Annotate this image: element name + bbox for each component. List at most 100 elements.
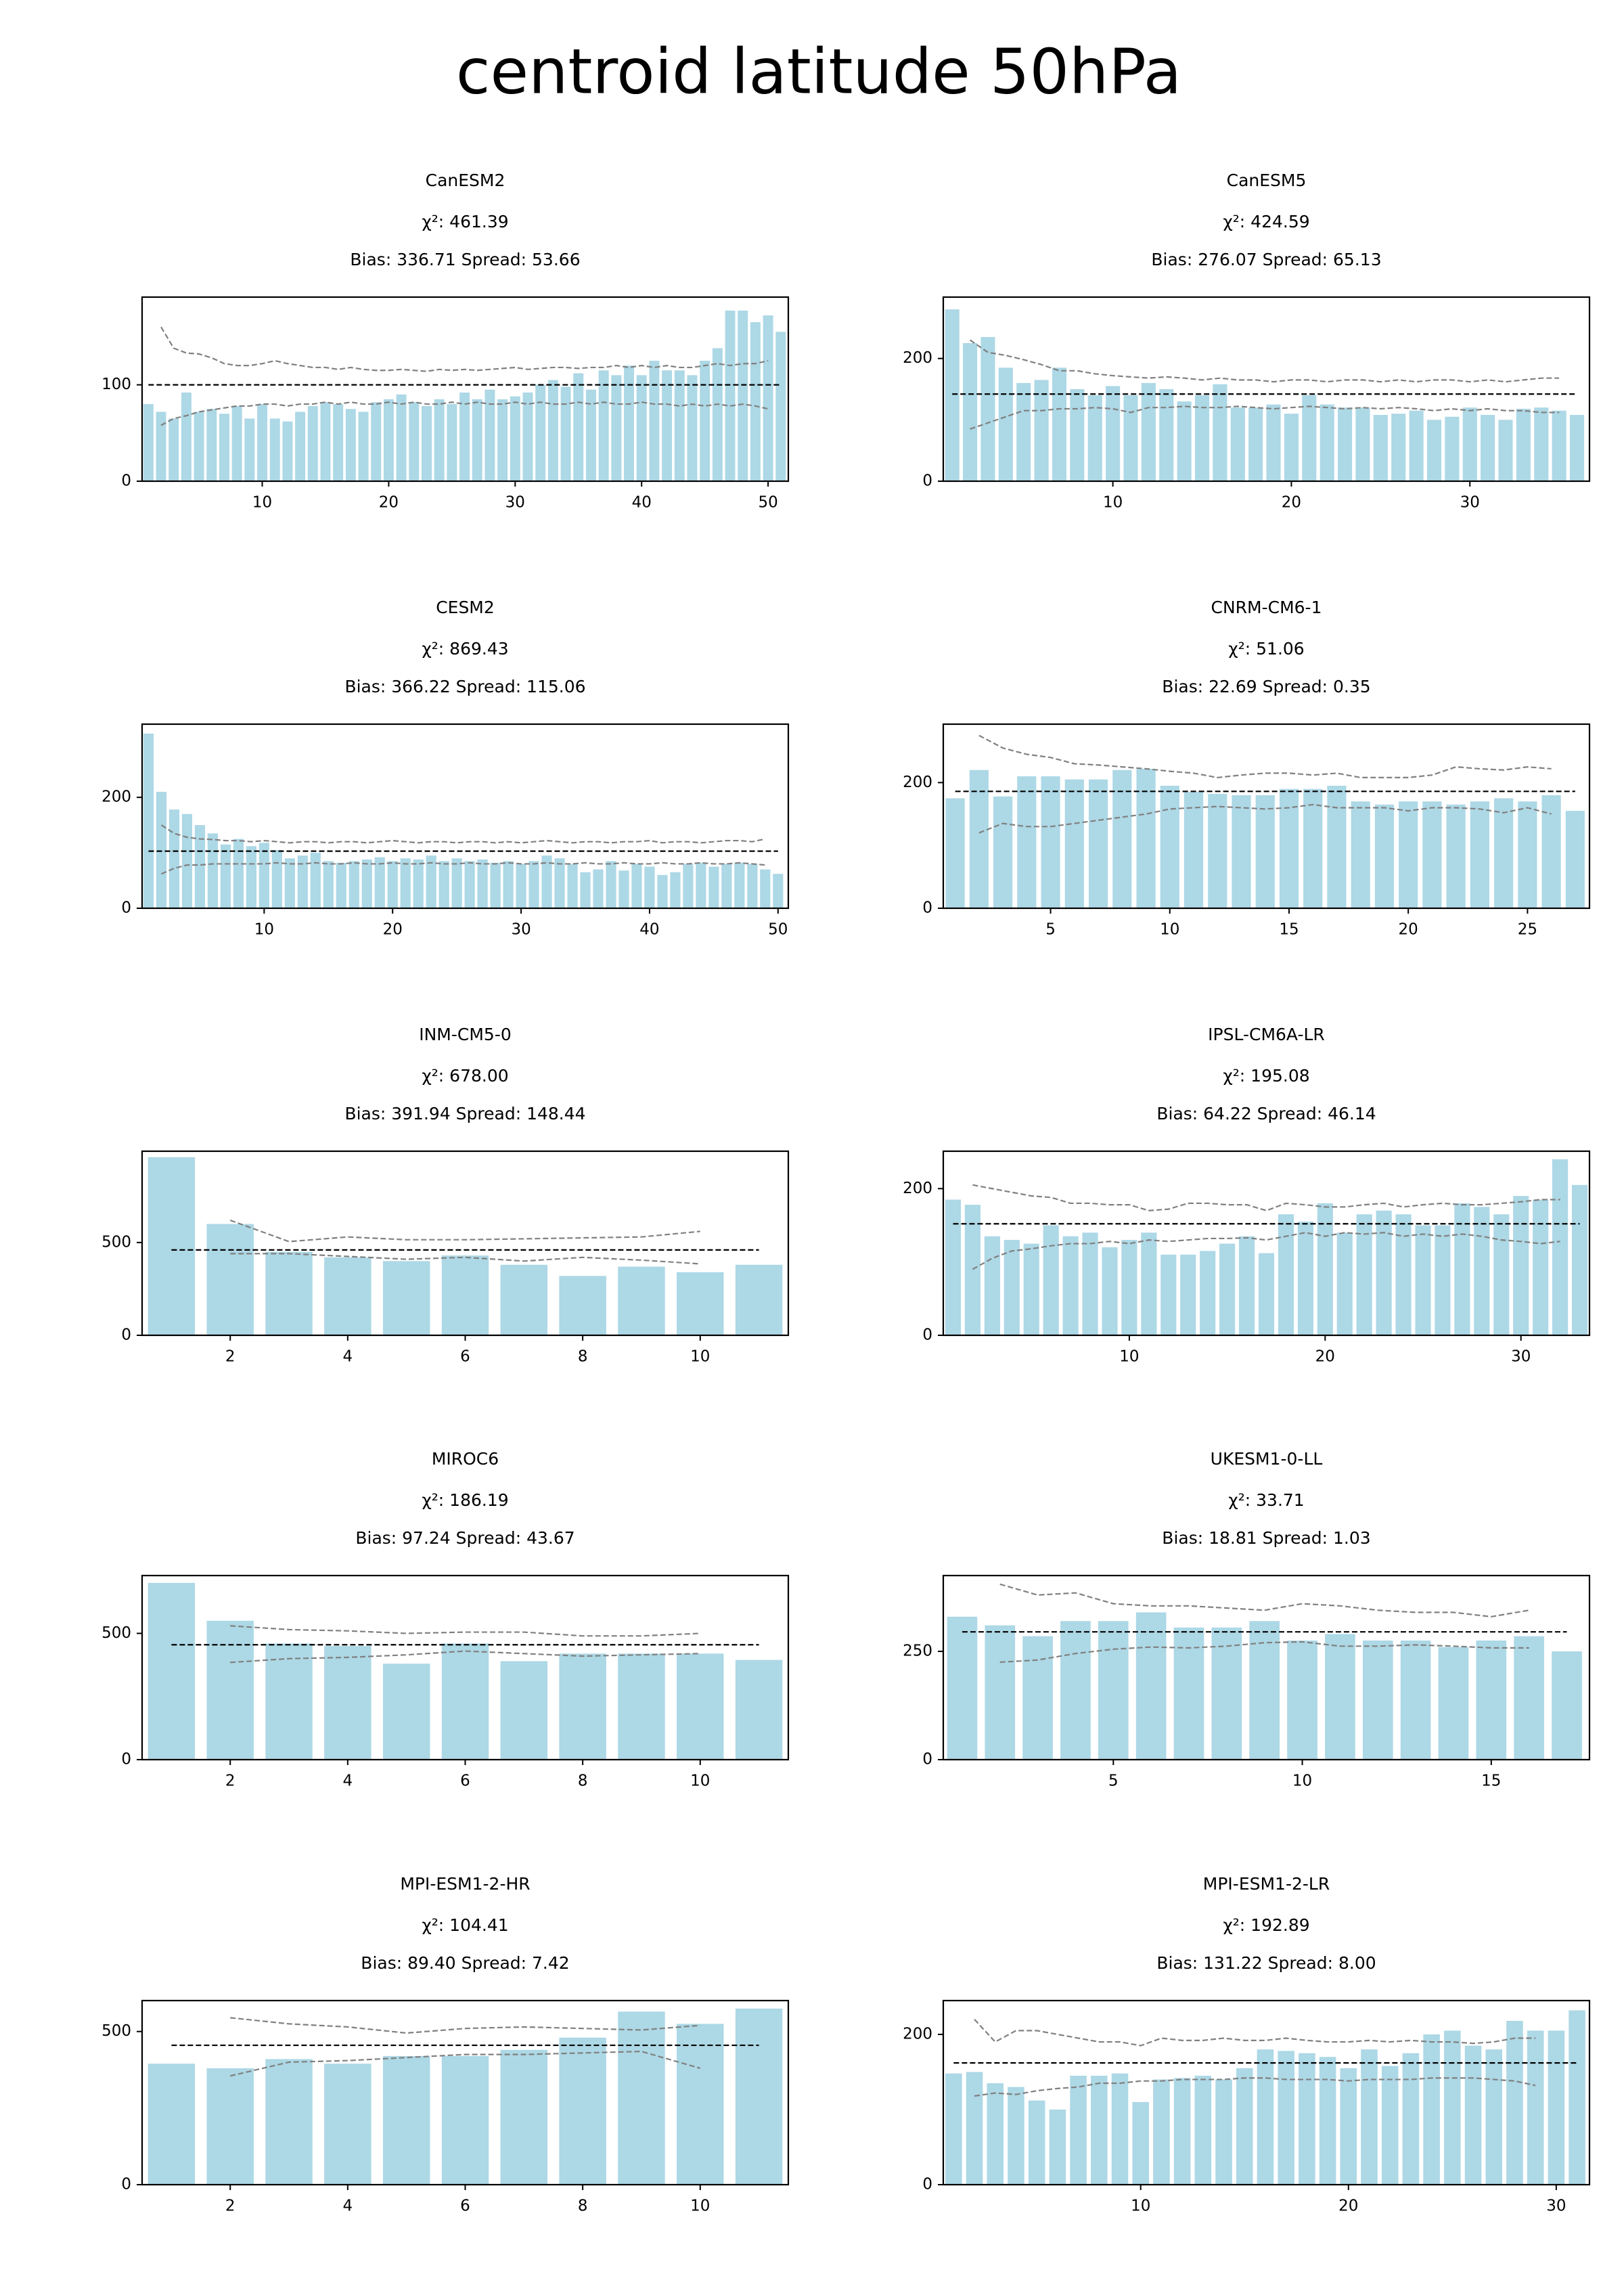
bar xyxy=(1177,401,1192,481)
bar xyxy=(1034,380,1049,481)
bar xyxy=(735,2008,783,2185)
bar xyxy=(451,858,462,908)
subplot-title: CESM2 xyxy=(436,598,495,617)
lower-line xyxy=(161,862,765,875)
subplot-subtitle: Bias: 336.71 Spread: 53.66 xyxy=(350,250,580,269)
bar xyxy=(1088,779,1108,908)
subplot-subtitle: Bias: 366.22 Spread: 115.06 xyxy=(344,677,585,696)
bar xyxy=(674,370,685,481)
bar xyxy=(148,2064,196,2185)
subplot-subtitle: χ²: 195.08 xyxy=(1223,1066,1309,1086)
bar xyxy=(1183,792,1204,908)
subplot-subtitle: Bias: 97.24 Spread: 43.67 xyxy=(355,1528,574,1548)
bar xyxy=(1153,2079,1170,2185)
bar xyxy=(712,348,723,481)
subplot: MPI-ESM1-2-LR χ²: 192.89 Bias: 131.22 Spre… xyxy=(903,1874,1591,2215)
bar xyxy=(1381,2066,1399,2185)
y-tick-label: 0 xyxy=(922,472,932,490)
bar xyxy=(1284,414,1299,481)
x-tick-label: 4 xyxy=(343,2198,353,2215)
bar xyxy=(1320,404,1334,481)
lower-line xyxy=(230,1650,700,1664)
lower-line xyxy=(999,1641,1529,1664)
bar xyxy=(747,864,758,908)
bar xyxy=(1278,1214,1294,1335)
bar xyxy=(358,411,369,481)
subplot-subtitle: χ²: 51.06 xyxy=(1228,639,1304,659)
bar xyxy=(945,309,960,481)
bar xyxy=(1340,2068,1357,2185)
x-tick-label: 30 xyxy=(505,494,525,512)
x-tick-label: 50 xyxy=(758,494,777,512)
bar xyxy=(541,855,552,908)
bar xyxy=(947,1616,978,1760)
bar xyxy=(1476,1641,1507,1760)
bar xyxy=(1211,1627,1242,1760)
bar xyxy=(1070,2076,1087,2185)
bar xyxy=(1160,785,1179,908)
bar xyxy=(1569,415,1585,481)
bar xyxy=(559,1276,606,1335)
bar xyxy=(441,2055,489,2185)
x-tick-label: 30 xyxy=(1546,2198,1566,2215)
x-tick-label: 4 xyxy=(343,1773,353,1790)
bar xyxy=(1361,2049,1378,2185)
bar xyxy=(265,1251,313,1335)
bar xyxy=(1064,779,1084,908)
bar xyxy=(361,859,372,908)
bar xyxy=(1302,395,1317,481)
bar xyxy=(1255,795,1275,908)
bar xyxy=(585,389,596,481)
bar xyxy=(1552,1651,1582,1760)
y-tick-label: 500 xyxy=(102,1624,131,1642)
x-tick-label: 2 xyxy=(225,1348,235,1366)
y-tick-label: 500 xyxy=(102,2022,131,2040)
bar xyxy=(441,1643,489,1760)
bar xyxy=(220,844,231,908)
subplot: INM-CM5-0 χ²: 678.00 Bias: 391.94 Spread: … xyxy=(102,1025,790,1366)
bar xyxy=(1409,410,1424,481)
bar xyxy=(618,1266,665,1335)
bar xyxy=(464,861,475,908)
bar xyxy=(1022,1636,1053,1760)
bar xyxy=(206,1620,254,1760)
bar xyxy=(1376,1210,1392,1335)
bar xyxy=(1493,1214,1510,1335)
y-tick-label: 200 xyxy=(903,2025,932,2043)
bar xyxy=(1135,1612,1167,1760)
bar xyxy=(1200,1251,1216,1335)
y-tick-label: 0 xyxy=(922,1751,932,1768)
bar xyxy=(636,375,647,481)
bar xyxy=(194,825,206,908)
subplot-title: MPI-ESM1-2-HR xyxy=(400,1874,530,1894)
bar xyxy=(265,1643,313,1760)
bar xyxy=(156,791,167,908)
bar xyxy=(1565,811,1585,908)
x-tick-label: 5 xyxy=(1108,1773,1119,1790)
bar xyxy=(1070,389,1085,481)
x-tick-label: 25 xyxy=(1518,921,1537,939)
x-tick-label: 40 xyxy=(632,494,652,512)
bar xyxy=(618,2011,665,2185)
bar xyxy=(1351,801,1370,908)
subplot-subtitle: χ²: 678.00 xyxy=(422,1066,508,1086)
subplot-subtitle: Bias: 276.07 Spread: 65.13 xyxy=(1151,250,1381,269)
bar xyxy=(1266,404,1281,481)
bar xyxy=(631,864,642,908)
x-tick-label: 2 xyxy=(225,1773,235,1790)
bar xyxy=(1106,386,1121,481)
bar xyxy=(1518,801,1537,908)
bar xyxy=(1017,776,1037,908)
subplot-title: MPI-ESM1-2-LR xyxy=(1203,1874,1330,1894)
axes-frame xyxy=(942,1150,1591,1337)
bar xyxy=(1498,420,1513,481)
bar xyxy=(1485,2049,1503,2185)
bar xyxy=(1008,2087,1024,2185)
bar xyxy=(1060,1621,1091,1760)
y-tick-label: 100 xyxy=(102,376,131,393)
bar xyxy=(265,2059,313,2185)
bar xyxy=(670,872,681,908)
bar xyxy=(1571,1184,1588,1335)
bar xyxy=(696,862,706,908)
